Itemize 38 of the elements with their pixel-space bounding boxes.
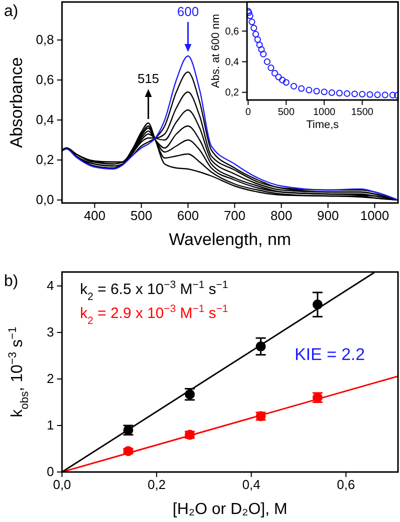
x-tick-label: 1500 [351, 107, 374, 118]
x-tick-label: 0,4 [242, 477, 260, 492]
chart-title: a) [4, 3, 18, 20]
y-tick-label: 0,2 [36, 152, 54, 168]
y-tick-label: 1 [46, 418, 54, 433]
x-tick-label: 900 [317, 208, 339, 224]
x-axis-title: Time,s [306, 119, 340, 131]
x-tick-label: 0 [245, 107, 252, 118]
y-tick-label: 4 [46, 278, 54, 294]
x-tick-label: 0,6 [336, 477, 355, 492]
y-axis-title: Abs. at 600 nm [210, 14, 222, 88]
x-axis-title: Wavelength, nm [168, 230, 292, 249]
y-axis-title: Absorbance [7, 57, 26, 148]
x-tick-label: 700 [224, 208, 246, 224]
x-tick-label: 600 [177, 208, 199, 224]
annotation: 600 [177, 4, 199, 19]
chart-title: b) [4, 273, 18, 290]
annotation: k$_{2}$ = 2.9 x 10$^{−3}$ M$^{−1}$ s$^{−1}$ [80, 303, 228, 327]
y-tick-label: 0,0 [36, 192, 54, 208]
y-tick-label: 0,6 [225, 26, 240, 38]
y-tick-label: 0 [46, 464, 54, 480]
x-tick-label: 800 [270, 208, 292, 224]
annotation: k$_{2}$ = 6.5 x 10$^{−3}$ M$^{−1}$ s$^{−1}$ [80, 279, 228, 303]
x-tick-label: 0,2 [148, 477, 166, 492]
y-tick-label: 2 [46, 371, 54, 386]
x-tick-label: 400 [84, 208, 106, 224]
annotation: 515 [137, 71, 160, 86]
y-tick-label: 0,6 [36, 72, 54, 88]
annotation: KIE = 2.2 [294, 345, 365, 364]
x-tick-label: 500 [278, 107, 295, 118]
y-tick-label: 0,8 [36, 32, 54, 48]
y-tick-label: 0,4 [225, 56, 240, 68]
y-tick-label: 0,2 [225, 88, 240, 99]
x-tick-label: 1000 [313, 107, 336, 118]
x-tick-label: 500 [130, 208, 152, 224]
x-tick-label: 1000 [360, 208, 390, 224]
y-tick-label: 3 [46, 324, 54, 340]
x-axis-title: [H₂O or D₂O], M [172, 501, 288, 518]
